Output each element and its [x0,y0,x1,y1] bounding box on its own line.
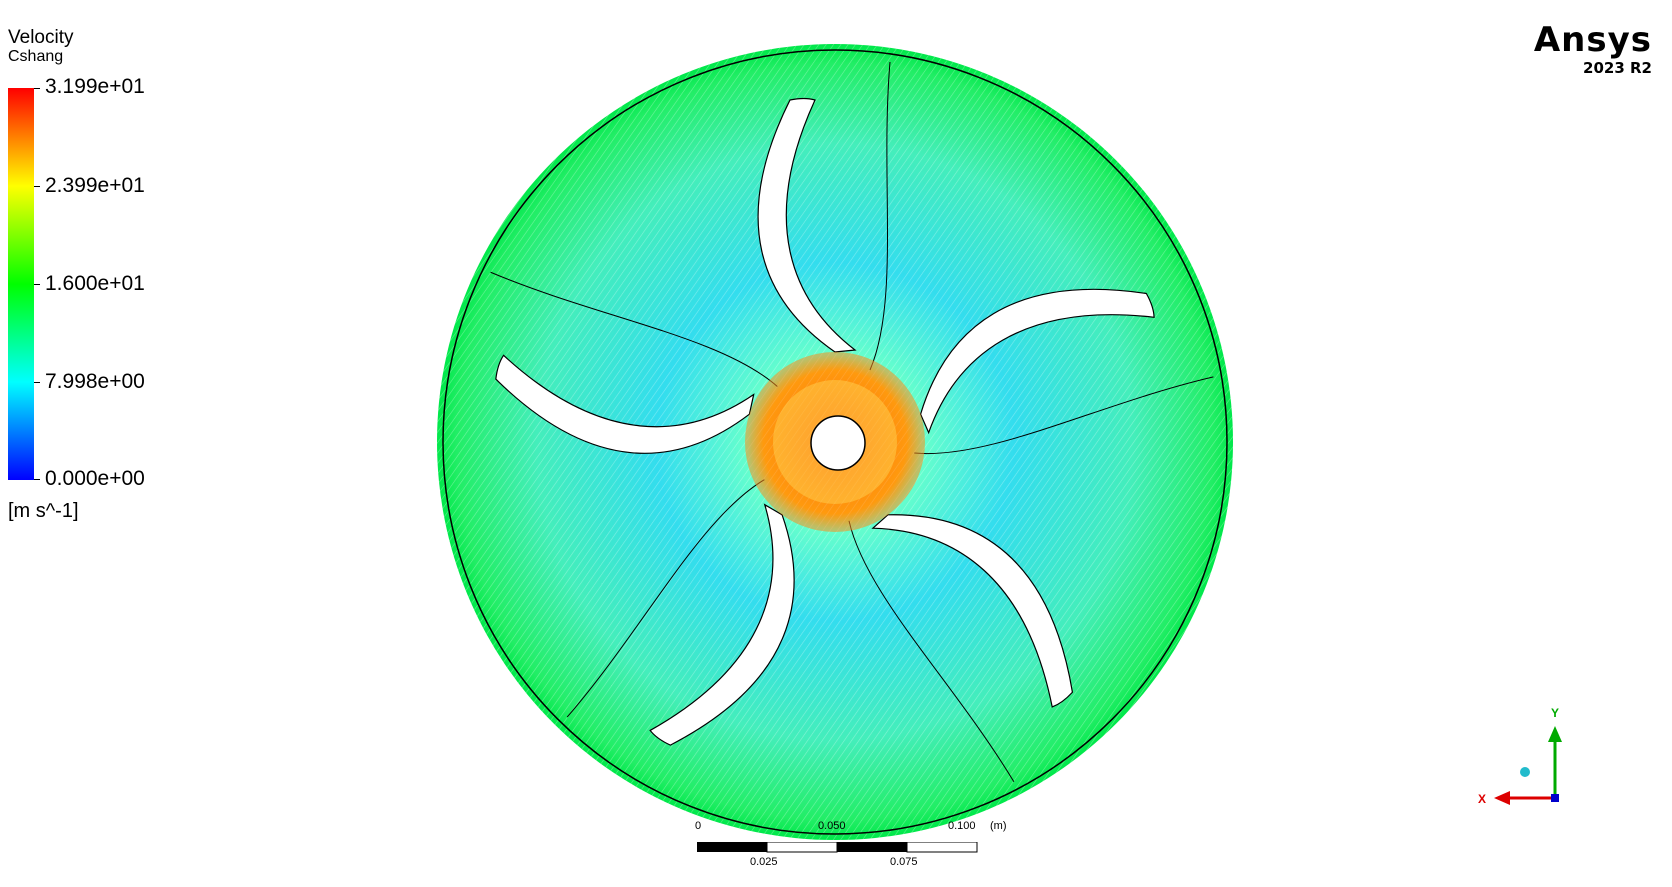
tick-mark [34,186,40,187]
scale-unit: (m) [990,820,1007,832]
legend-tick-mid: 1.600e+01 [45,272,145,295]
axis-triad[interactable]: Y X [1478,706,1570,810]
blade [919,288,1155,435]
axis-x-label: X [1478,792,1487,806]
tick-mark [34,479,40,480]
ansys-logo: Ansys 2023 R2 [1534,22,1652,76]
scale-label-075: 0.075 [890,856,918,868]
passage-line [848,520,1015,783]
logo-version: 2023 R2 [1583,59,1652,77]
passage-line [490,271,778,387]
legend-units: [m s^-1] [8,500,79,522]
tick-mark [34,88,40,89]
axis-y-label: Y [1551,706,1560,720]
scale-bar: 0 0.050 0.100 (m) 0.025 0.075 [690,820,1007,870]
impeller-blades [490,61,1214,783]
blade [757,97,857,353]
blade [871,514,1074,708]
legend-tick-2: 2.399e+01 [45,174,145,197]
passage-line [914,376,1214,455]
tick-mark [34,382,40,383]
tick-mark [34,284,40,285]
scale-bar-graphic [697,842,978,853]
legend-tick-4: 7.998e+00 [45,370,145,393]
blade [649,503,795,746]
scale-label-100: 0.100 [948,820,976,832]
passage-line [566,479,765,718]
legend-title: Velocity [8,27,74,48]
legend-tick-max: 3.199e+01 [45,75,145,98]
shaft-hole [810,415,866,471]
legend-colorbar [8,88,34,480]
scale-label-0: 0 [695,820,702,832]
scale-label-025: 0.025 [750,856,778,868]
blade [495,354,755,454]
hub-region [745,352,925,532]
triad-arrows [1494,726,1562,805]
scale-label-050: 0.050 [818,820,846,832]
legend-tick-min: 0.000e+00 [45,467,145,490]
passage-line [869,61,891,371]
legend-subtitle: Cshang [8,48,64,65]
logo-name: Ansys [1533,20,1652,60]
